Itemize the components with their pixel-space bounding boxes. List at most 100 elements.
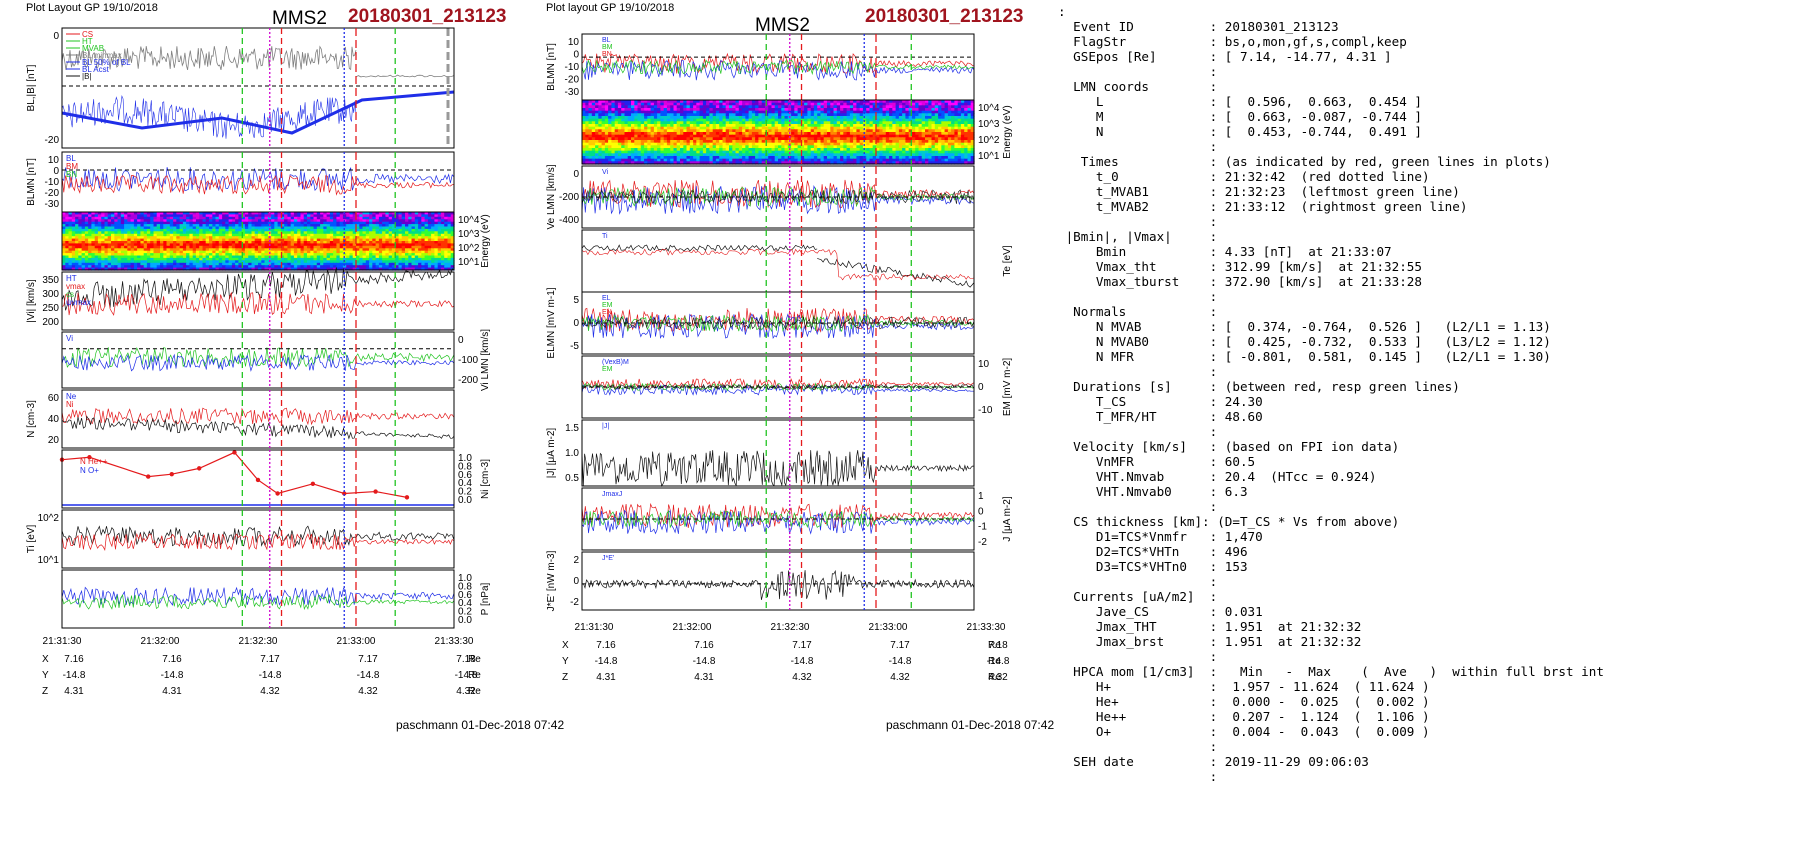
spectrogram-cell <box>447 248 452 252</box>
spectrogram-cell <box>840 100 844 104</box>
spectrogram-cell <box>352 267 357 271</box>
spectrogram-cell <box>75 236 79 240</box>
spectrogram-cell <box>434 236 439 240</box>
spectrogram-cell <box>595 121 599 125</box>
spectrogram-cell <box>375 248 380 252</box>
spectrogram-cell <box>781 108 786 112</box>
spectrogram-cell <box>938 116 942 120</box>
spectrogram-cell <box>114 250 119 254</box>
spectrogram-cell <box>440 216 445 220</box>
spectrogram-cell <box>732 113 737 117</box>
spectrogram-cell <box>434 262 439 266</box>
spectrogram-cell <box>130 233 135 237</box>
spectrogram-cell <box>94 265 99 269</box>
spectrogram-cell <box>725 116 730 120</box>
spectrogram-cell <box>582 116 586 120</box>
spectrogram-cell <box>892 105 897 109</box>
spectrogram-cell <box>905 132 910 136</box>
spectrogram-cell <box>78 236 83 240</box>
spectrogram-cell <box>173 233 177 237</box>
spectrogram-cell <box>418 236 422 240</box>
spectrogram-cell <box>150 257 155 261</box>
spectrogram-cell <box>169 250 174 254</box>
spectrogram-cell <box>450 231 455 235</box>
spectrogram-cell <box>395 216 400 220</box>
spectrogram-cell <box>179 216 184 220</box>
spectrogram-cell <box>195 236 200 240</box>
spectrogram-cell <box>872 116 877 120</box>
spectrogram-cell <box>604 126 609 130</box>
spectrogram-cell <box>369 214 373 218</box>
spectrogram-cell <box>431 257 435 261</box>
spectrogram-cell <box>928 124 933 128</box>
spectrogram-cell <box>444 260 449 264</box>
spectrogram-cell <box>650 110 655 114</box>
spectrogram-cell <box>970 113 975 117</box>
spectrogram-cell <box>117 236 122 240</box>
spectrogram-cell <box>846 105 851 109</box>
spectrogram-cell <box>284 214 288 218</box>
position-value: -14.8 <box>455 670 478 681</box>
spectrogram-cell <box>702 118 707 122</box>
spectrogram-cell <box>264 262 269 266</box>
spectrogram-cell <box>967 113 972 117</box>
spectrogram-cell <box>608 129 612 133</box>
spectrogram-cell <box>771 132 776 136</box>
spectrogram-cell <box>352 248 357 252</box>
spectrogram-cell <box>176 267 181 271</box>
spectrogram-cell <box>287 228 292 232</box>
spectrogram-cell <box>660 124 665 128</box>
spectrogram-cell <box>725 126 730 130</box>
spectrogram-cell <box>111 238 115 242</box>
spectrogram-cell <box>715 113 720 117</box>
spectrogram-cell <box>418 255 422 259</box>
spectrogram-cell <box>271 253 275 257</box>
spectrogram-cell <box>176 257 181 261</box>
spectrogram-cell <box>274 245 279 249</box>
spectrogram-cell <box>729 113 733 117</box>
spectrogram-cell <box>218 241 223 244</box>
spectrogram-cell <box>820 113 825 117</box>
spectrogram-cell <box>405 243 409 247</box>
spectrogram-cell <box>84 224 89 228</box>
spectrogram-cell <box>166 257 171 261</box>
spectrogram-cell <box>719 113 724 117</box>
spectrogram-cell <box>650 108 655 112</box>
spectrogram-cell <box>591 113 596 117</box>
spectrogram-cell <box>375 226 380 230</box>
spectrogram-cell <box>617 124 622 128</box>
spectrogram-cell <box>297 248 302 252</box>
spectrogram-cell <box>176 221 181 225</box>
spectrogram-cell <box>820 126 825 130</box>
spectrogram-cell <box>365 231 370 235</box>
spectrogram-cell <box>310 226 315 230</box>
spectrogram-cell <box>365 212 370 215</box>
spectrogram-cell <box>163 233 168 237</box>
spectrogram-cell <box>189 231 194 235</box>
spectrogram-cell <box>401 228 406 232</box>
spectrogram-cell <box>137 219 141 223</box>
spectrogram-cell <box>663 137 668 141</box>
spectrogram-cell <box>631 132 635 136</box>
spectrogram-cell <box>94 221 99 225</box>
spectrogram-cell <box>702 140 707 144</box>
spectrogram-cell <box>195 265 200 269</box>
spectrogram-cell <box>758 126 763 130</box>
spectrogram-cell <box>768 105 773 109</box>
spectrogram-cell <box>150 265 155 269</box>
spectrogram-cell <box>591 129 596 133</box>
spectrogram-cell <box>349 228 354 232</box>
spectrogram-cell <box>686 132 691 136</box>
spectrogram-cell <box>68 238 73 242</box>
spectrogram-cell <box>440 231 445 235</box>
spectrogram-cell <box>202 219 207 223</box>
spectrogram-cell <box>954 134 959 138</box>
spectrogram-cell <box>388 241 393 244</box>
spectrogram-cell <box>166 255 171 259</box>
spectrogram-cell <box>241 231 246 235</box>
spectrogram-cell <box>127 228 132 232</box>
spectrogram-cell <box>967 129 972 133</box>
spectrogram-cell <box>712 140 717 144</box>
spectrogram-cell <box>680 102 684 106</box>
spectrogram-cell <box>107 257 112 261</box>
